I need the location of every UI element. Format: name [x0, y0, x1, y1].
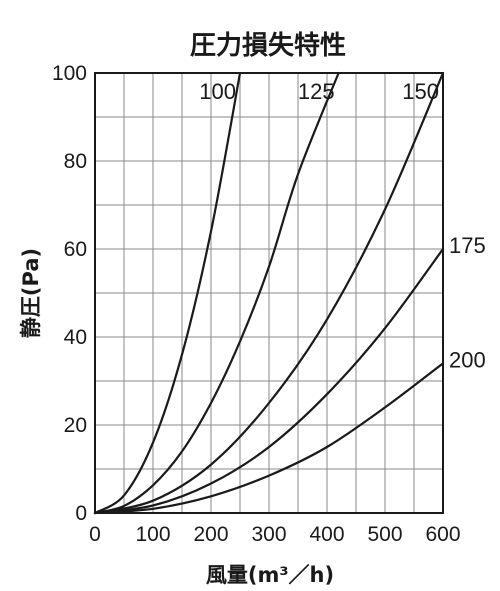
- y-tick-label: 0: [75, 502, 87, 525]
- x-tick-label: 300: [251, 523, 286, 546]
- x-tick-label: 600: [425, 523, 460, 546]
- x-tick-label: 200: [193, 523, 228, 546]
- y-tick-label: 20: [64, 414, 87, 437]
- grid: [95, 73, 443, 513]
- chart-title: 圧力損失特性: [190, 30, 346, 61]
- series-label: 200: [449, 347, 486, 372]
- series-curve-125: [93, 71, 340, 515]
- series-curves: [93, 71, 445, 515]
- y-tick-label: 40: [64, 326, 87, 349]
- plot-frame: [94, 72, 444, 514]
- y-axis-ticks: 0 20 40 60 80 100: [52, 62, 87, 525]
- x-tick-label: 400: [309, 523, 344, 546]
- series-curve-175: [93, 247, 445, 515]
- x-axis-label: 風量(m³／h): [206, 563, 334, 587]
- series-label: 150: [402, 79, 439, 104]
- x-tick-label: 0: [89, 523, 101, 546]
- x-axis-ticks: 0 100 200 300 400 500 600: [89, 523, 460, 546]
- x-tick-label: 100: [135, 523, 170, 546]
- series-label: 175: [449, 233, 486, 258]
- y-axis-label: 静圧(Pa): [19, 248, 43, 338]
- series-label: 125: [298, 79, 335, 104]
- y-tick-label: 60: [64, 238, 87, 261]
- y-tick-label: 100: [52, 62, 87, 85]
- series-labels: 100 125 150 175 200: [199, 79, 485, 372]
- y-tick-label: 80: [64, 150, 87, 173]
- series-curve-100: [93, 71, 242, 515]
- x-tick-label: 500: [367, 523, 402, 546]
- series-curve-150: [93, 71, 445, 515]
- series-label: 100: [199, 79, 236, 104]
- series-curve-200: [93, 362, 445, 515]
